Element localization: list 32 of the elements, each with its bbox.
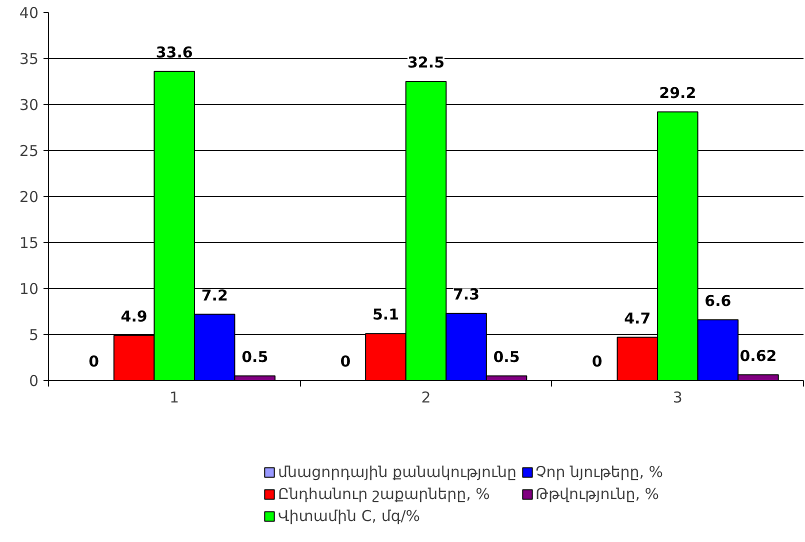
- y-tick-label: 0: [28, 372, 39, 390]
- data-label: 4.9: [120, 307, 148, 326]
- y-tick-label: 30: [19, 96, 39, 114]
- data-label: 29.2: [659, 84, 696, 102]
- data-label: 32.5: [407, 54, 445, 72]
- y-tick-label: 35: [19, 50, 39, 68]
- legend-label: մնացորդային քանակությունը: [278, 463, 517, 481]
- data-label: 0.5: [493, 348, 520, 366]
- data-label: 4.7: [624, 309, 651, 328]
- data-label: 0: [592, 352, 602, 370]
- data-label: 33.6: [156, 43, 193, 62]
- x-tick-label: 1: [170, 388, 180, 406]
- data-label: 0: [340, 352, 351, 370]
- legend-label: Չոր նյութերը, %: [536, 463, 664, 481]
- data-label: 5.1: [372, 306, 400, 324]
- y-tick-label: 5: [28, 326, 39, 344]
- x-tick-label: 3: [672, 388, 682, 406]
- y-tick-label: 25: [19, 142, 39, 160]
- legend-label: Ընդհանուր շաքարները, %: [278, 485, 490, 503]
- y-tick-label: 20: [19, 188, 39, 206]
- data-label: 0.62: [740, 346, 777, 365]
- y-tick-label: 10: [19, 280, 39, 298]
- data-label: 7.2: [201, 286, 228, 304]
- legend-label: Թթվությունը, %: [536, 485, 660, 503]
- data-label: 6.6: [704, 292, 732, 310]
- x-tick-label: 2: [421, 388, 431, 406]
- data-label: 0.5: [242, 348, 268, 366]
- legend-label: Վիտամին C, մգ/%: [278, 507, 420, 525]
- data-label: 0: [88, 352, 100, 370]
- y-tick-label: 40: [19, 4, 39, 22]
- y-tick-label: 15: [19, 234, 39, 252]
- data-label: 7.3: [452, 285, 480, 304]
